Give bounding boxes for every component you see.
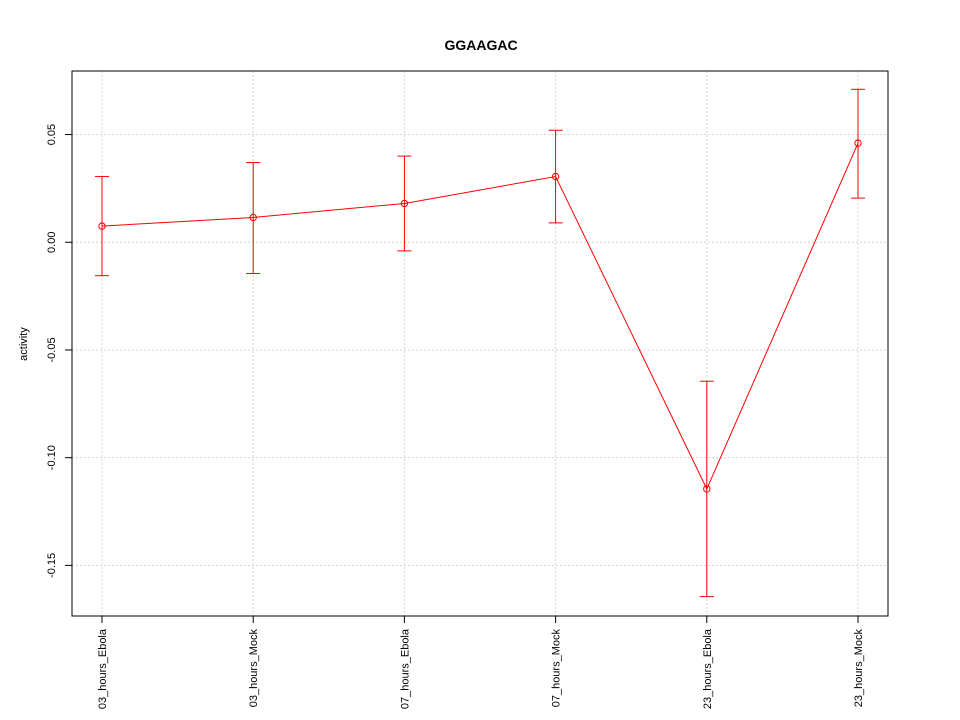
data-point [249,213,257,222]
data-point [98,222,106,230]
y-tick-label: -0.15 [46,553,58,578]
y-tick-label: 0.05 [46,124,58,145]
y-tick-label: 0.00 [46,232,58,253]
x-tick-label: 23_hours_Ebola [702,628,714,709]
x-tick-label: 03_hours_Mock [248,629,260,708]
grid [72,71,888,616]
data-point [703,485,711,493]
x-tick-label: 07_hours_Ebola [399,628,411,709]
x-axis: 03_hours_Ebola 03_hours_Mock 07_hours_Ebol… [97,616,865,709]
data-point [551,172,560,181]
y-axis-label: activity [18,327,30,361]
data-point [854,139,862,147]
chart-title: GGAAGAC [444,37,517,53]
series-layer [95,88,865,598]
x-tick-label: 07_hours_Mock [551,629,563,708]
x-tick-label: 03_hours_Ebola [97,628,109,709]
y-tick-label: -0.05 [46,337,58,362]
x-tick-label: 23_hours_Mock [853,629,865,708]
series-line [101,142,859,491]
data-point [400,199,409,208]
y-tick-label: -0.10 [46,445,58,470]
plot-frame [71,70,889,617]
y-axis: -0.15 -0.10 -0.05 0.00 0.05 [46,124,72,578]
